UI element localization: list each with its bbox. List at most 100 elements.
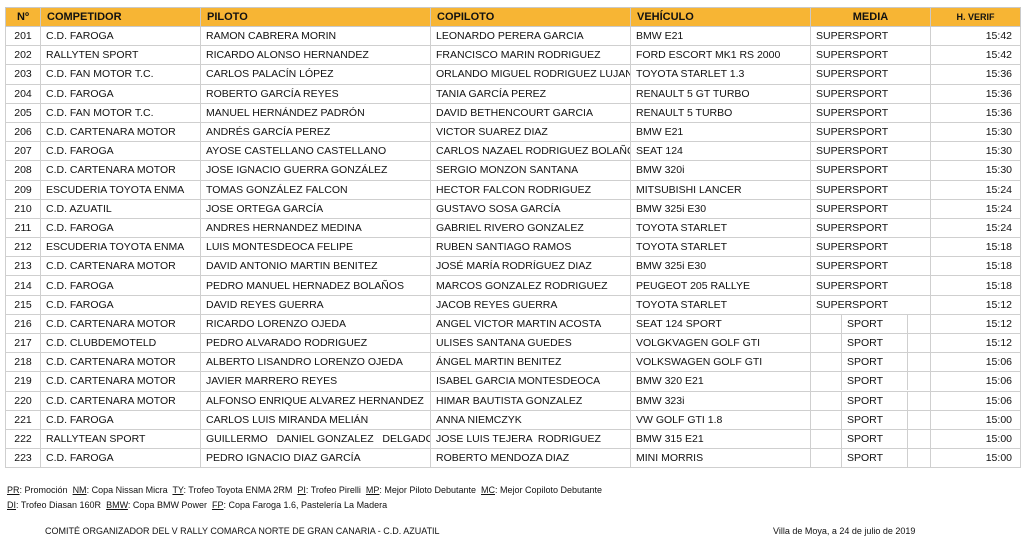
- driver: PEDRO ALVARADO RODRIGUEZ: [200, 332, 431, 354]
- cell: SPORT: [810, 428, 931, 450]
- entry-row: 213 C.D. CARTENARA MOTOR DAVID ANTONIO MAR…: [5, 256, 1021, 277]
- cell: SUPERSPORT: [810, 237, 931, 258]
- competitor: RALLYTEAN SPORT: [40, 428, 201, 450]
- number: 222: [5, 428, 41, 450]
- co-driver: GUSTAVO SOSA GARCÍA: [430, 198, 631, 219]
- competitor: RALLYTEN SPORT: [40, 45, 201, 66]
- entry-row: 207 C.D. FAROGA AYOSE CASTELLANO CASTELLAN…: [5, 141, 1021, 162]
- media: SPORT: [841, 353, 908, 371]
- legend-code: BMW: [106, 500, 128, 510]
- vehicle: VW GOLF GTI 1.8: [630, 409, 811, 430]
- vehicle: BMW 320 E21: [630, 371, 811, 392]
- entry-row: 222 RALLYTEAN SPORT GUILLERMO DANIEL GONZA…: [5, 428, 1021, 450]
- driver: MANUEL HERNÁNDEZ PADRÓN: [200, 102, 431, 123]
- media: SUPERSPORT: [816, 202, 889, 215]
- number: 209: [5, 179, 41, 200]
- cell: SPORT: [810, 313, 931, 335]
- entry-row: 206 C.D. CARTENARA MOTOR ANDRÉS GARCÍA PER…: [5, 121, 1021, 143]
- driver: DAVID REYES GUERRA: [200, 294, 431, 315]
- competitor: C.D. FAROGA: [40, 448, 201, 469]
- competitor: C.D. CARTENARA MOTOR: [40, 121, 201, 143]
- competitor: C.D. FAROGA: [40, 217, 201, 239]
- competitor: C.D. CARTENARA MOTOR: [40, 160, 201, 181]
- number: 203: [5, 64, 41, 85]
- header-cell: H. VERIF: [930, 7, 1021, 27]
- vehicle: MITSUBISHI LANCER: [630, 179, 811, 200]
- legend-text: : Promoción: [19, 485, 68, 495]
- co-driver: DAVID BETHENCOURT GARCIA: [430, 102, 631, 123]
- co-driver: ORLANDO MIGUEL RODRIGUEZ LUJAN: [430, 64, 631, 85]
- co-driver: VICTOR SUAREZ DIAZ: [430, 121, 631, 143]
- check-time: 15:30: [930, 121, 1021, 143]
- competitor: C.D. FAN MOTOR T.C.: [40, 64, 201, 85]
- entry-row: 203 C.D. FAN MOTOR T.C. CARLOS PALACÍN LÓP…: [5, 64, 1021, 85]
- check-time: 15:36: [930, 102, 1021, 123]
- header-cell: MEDIA: [810, 7, 931, 27]
- co-driver: SERGIO MONZON SANTANA: [430, 160, 631, 181]
- check-time: 15:42: [930, 25, 1021, 47]
- co-driver: JACOB REYES GUERRA: [430, 294, 631, 315]
- number: 212: [5, 237, 41, 258]
- media: SUPERSPORT: [816, 145, 889, 158]
- vehicle: VOLGKVAGEN GOLF GTI: [630, 332, 811, 354]
- check-time: 15:42: [930, 45, 1021, 66]
- media: SUPERSPORT: [816, 241, 889, 254]
- check-time: 15:06: [930, 371, 1021, 392]
- check-time: 15:18: [930, 237, 1021, 258]
- driver: CARLOS LUIS MIRANDA MELIÁN: [200, 409, 431, 430]
- driver: PEDRO IGNACIO DIAZ GARCÍA: [200, 448, 431, 469]
- vehicle: BMW E21: [630, 121, 811, 143]
- competitor: C.D. CARTENARA MOTOR: [40, 256, 201, 277]
- number: 216: [5, 313, 41, 335]
- co-driver: HIMAR BAUTISTA GONZALEZ: [430, 390, 631, 411]
- vehicle: TOYOTA STARLET: [630, 294, 811, 315]
- number: 219: [5, 371, 41, 392]
- header-cell: PILOTO: [200, 7, 431, 27]
- check-time: 15:36: [930, 64, 1021, 85]
- media: SPORT: [841, 372, 908, 391]
- legend-text: : Mejor Piloto Debutante: [379, 485, 476, 495]
- number: 208: [5, 160, 41, 181]
- driver: JAVIER MARRERO REYES: [200, 371, 431, 392]
- check-time: 15:30: [930, 141, 1021, 162]
- media: SPORT: [841, 334, 908, 352]
- legend-code: MC: [481, 485, 495, 495]
- legend-code: FP: [211, 500, 224, 510]
- vehicle: TOYOTA STARLET: [630, 237, 811, 258]
- vehicle: VOLKSWAGEN GOLF GTI: [630, 352, 811, 373]
- driver: RICARDO LORENZO OJEDA: [200, 313, 431, 335]
- entry-row: 220 C.D. CARTENARA MOTOR ALFONSO ENRIQUE A…: [5, 390, 1021, 411]
- driver: PEDRO MANUEL HERNADEZ BOLAÑOS: [200, 275, 431, 296]
- vehicle: BMW 325i E30: [630, 198, 811, 219]
- check-time: 15:24: [930, 198, 1021, 219]
- cell: SUPERSPORT: [810, 217, 931, 239]
- entry-list: Nº COMPETIDOR PILOTO COPILOTO VEHÍCULO M…: [5, 7, 1021, 469]
- co-driver: LEONARDO PERERA GARCIA: [430, 25, 631, 47]
- number: 217: [5, 332, 41, 354]
- cell: SPORT: [810, 409, 931, 430]
- competitor: C.D. FAROGA: [40, 294, 201, 315]
- legend-text: : Trofeo Toyota ENMA 2RM: [183, 485, 293, 495]
- media: SUPERSPORT: [816, 221, 889, 234]
- number: 221: [5, 409, 41, 430]
- check-time: 15:18: [930, 275, 1021, 296]
- media: SPORT: [841, 392, 908, 410]
- legend-text: : Copa BMW Power: [127, 500, 207, 510]
- driver: JOSE ORTEGA GARCÍA: [200, 198, 431, 219]
- check-time: 15:18: [930, 256, 1021, 277]
- header-cell: COMPETIDOR: [40, 7, 201, 27]
- entry-row: 223 C.D. FAROGA PEDRO IGNACIO DIAZ GARCÍA R…: [5, 448, 1021, 469]
- media: SUPERSPORT: [816, 279, 889, 292]
- check-time: 15:24: [930, 179, 1021, 200]
- competitor: C.D. FAROGA: [40, 25, 201, 47]
- driver: ROBERTO GARCÍA REYES: [200, 83, 431, 104]
- co-driver: RUBEN SANTIAGO RAMOS: [430, 237, 631, 258]
- number: 205: [5, 102, 41, 123]
- entry-row: 218 C.D. CARTENARA MOTOR ALBERTO LISANDRO …: [5, 352, 1021, 373]
- cell: SUPERSPORT: [810, 198, 931, 219]
- competitor: ESCUDERIA TOYOTA ENMA: [40, 237, 201, 258]
- number: 211: [5, 217, 41, 239]
- number: 218: [5, 352, 41, 373]
- place-date: Villa de Moya, a 24 de julio de 2019: [773, 526, 916, 536]
